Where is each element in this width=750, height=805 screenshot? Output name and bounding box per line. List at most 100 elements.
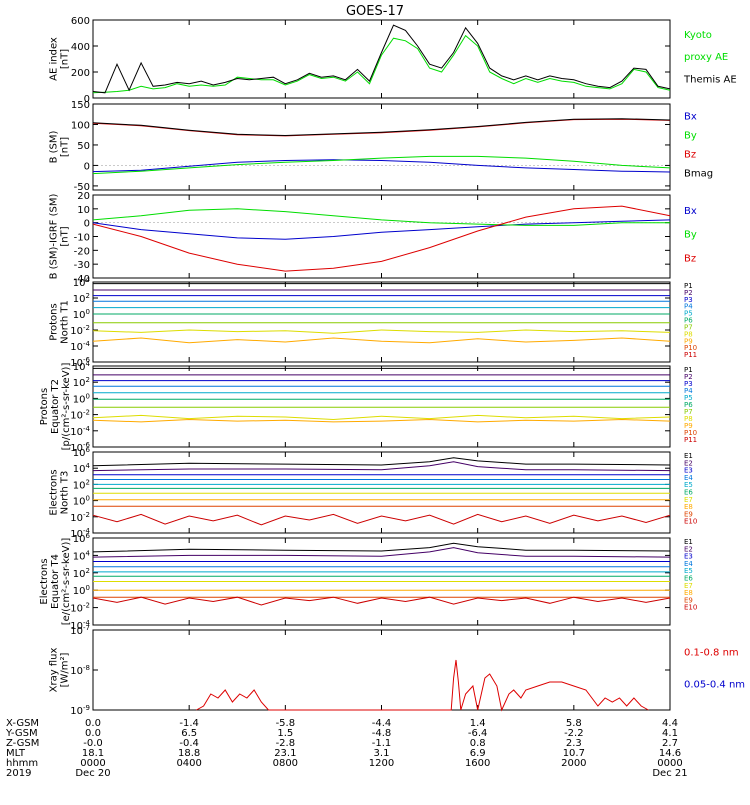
legend-entry: P2 (684, 289, 693, 297)
series-line-2 (92, 155, 671, 175)
y-tick-label: 10-2 (70, 602, 90, 615)
y-tick-label: 106 (73, 446, 91, 459)
ephemeris-value: -5.8 (276, 718, 296, 729)
panel-frame (92, 365, 671, 448)
y-tick-label: 0 (84, 161, 90, 172)
x-axis-ephemeris-table: X-GSM 0.0 -1.4 -5.8 -4.4 1.4 5.8 4.4 Y-GSM 0.0 6.5… (5, 718, 688, 779)
legend-entry: P11 (684, 351, 697, 359)
series-line-3 (92, 205, 671, 272)
y-tick-label: 104 (73, 276, 91, 289)
y-tick-label: 400 (71, 42, 90, 53)
y-axis-label: [nT] (60, 226, 71, 246)
y-tick-exponent: -6 (83, 356, 91, 364)
series-line-4 (92, 118, 671, 137)
y-tick-exponent: 4 (86, 549, 91, 557)
y-tick-exponent: -2 (83, 324, 90, 332)
legend-entry: P3 (684, 380, 693, 388)
y-tick-exponent: -8 (83, 664, 90, 672)
y-tick-label: 100 (71, 120, 90, 131)
y-tick-exponent: 0 (86, 495, 90, 503)
ephemeris-value: 23.1 (274, 748, 296, 759)
y-tick-exponent: -4 (83, 619, 91, 627)
y-axis-label: [p/(cm²-s-sr-keV)] (61, 363, 72, 451)
legend-entry: E1 (684, 452, 693, 460)
y-tick-label: 10-2 (70, 409, 90, 422)
y-tick-label: 102 (73, 478, 90, 491)
y-tick-label: 10-2 (70, 511, 90, 524)
series-line-1 (196, 659, 649, 712)
legend-entry: P5 (684, 394, 693, 402)
panel-frame (92, 629, 671, 711)
y-axis-label: Equator T4 (50, 554, 61, 609)
ephemeris-value: 3.1 (374, 748, 390, 759)
ephemeris-value: -6.4 (468, 728, 488, 739)
ephemeris-value: 2000 (561, 758, 586, 769)
y-tick-label: 102 (73, 376, 90, 389)
y-tick-exponent: 6 (86, 532, 91, 540)
y-tick-label: -40 (74, 274, 90, 285)
ephemeris-value: 1200 (369, 758, 394, 769)
y-tick-exponent: 0 (86, 584, 90, 592)
legend-entry: P3 (684, 296, 693, 304)
ephemeris-value: 0000 (80, 758, 105, 769)
legend-entry: E4 (684, 560, 693, 568)
ephemeris-value: 0.8 (470, 738, 486, 749)
y-tick-label: 10-4 (70, 425, 90, 438)
legend-entry: E9 (684, 510, 693, 518)
panel-frame (92, 19, 671, 99)
series-line-2 (92, 208, 670, 226)
y-tick-label: 20 (77, 191, 90, 202)
ephemeris-value: -0.0 (83, 738, 103, 749)
panel-bsm: -50 0 50 100 150 B (SM) [nT] Bx By Bz Bmag (49, 100, 714, 193)
ephemeris-value: 14.6 (659, 748, 681, 759)
ephemeris-value: 0.0 (85, 718, 101, 729)
legend-entry: Themis AE (683, 74, 737, 85)
series-line-10 (92, 513, 671, 526)
y-tick-label: 10 (77, 205, 90, 216)
ephemeris-value: -2.2 (564, 728, 584, 739)
series-line-2 (92, 461, 671, 472)
legend-entry: P4 (684, 303, 693, 311)
ephemeris-row-label: 2019 (6, 768, 31, 779)
y-tick-label: 100 (73, 308, 90, 321)
y-tick-exponent: -2 (83, 409, 90, 417)
legend-entry: P2 (684, 373, 693, 381)
panel-frame (92, 194, 671, 279)
y-tick-label: 100 (73, 584, 90, 597)
ephemeris-value: 0000 (657, 758, 682, 769)
legend-entry: P9 (684, 337, 693, 345)
legend-entry: P5 (684, 310, 693, 318)
chart-title: GOES-17 (346, 4, 404, 19)
y-tick-label: 104 (73, 462, 91, 475)
ephemeris-value: -1.4 (179, 718, 199, 729)
ephemeris-value: 18.8 (178, 748, 200, 759)
ephemeris-value: -2.8 (276, 738, 296, 749)
legend-entry: P6 (684, 401, 693, 409)
y-tick-label: 102 (73, 292, 90, 305)
ephemeris-value: 2.7 (662, 738, 678, 749)
series-line-1 (92, 457, 671, 467)
y-axis-label: Electrons (39, 558, 50, 604)
legend-entry: P10 (684, 344, 697, 352)
y-tick-label: 10-8 (70, 664, 90, 677)
y-tick-label: 10-7 (70, 624, 90, 637)
y-axis-label: Protons (49, 303, 60, 340)
ephemeris-value: 0.0 (85, 728, 101, 739)
y-tick-label: 104 (73, 360, 91, 373)
ephemeris-value: 2.3 (566, 738, 582, 749)
legend-entry: E7 (684, 582, 693, 590)
ephemeris-value: -4.8 (372, 728, 392, 739)
legend-entry: P8 (684, 330, 693, 338)
ephemeris-row-label: MLT (6, 748, 26, 759)
legend-entry: P1 (684, 366, 693, 374)
y-tick-label: 100 (73, 495, 90, 508)
ephemeris-value: 4.1 (662, 728, 678, 739)
y-tick-label: 10-9 (70, 704, 90, 717)
legend-entry: Bx (684, 206, 697, 217)
ephemeris-row-label: hhmm (6, 758, 38, 769)
ephemeris-row-label: Y-GSM (5, 728, 38, 739)
legend-entry: E3 (684, 553, 693, 561)
